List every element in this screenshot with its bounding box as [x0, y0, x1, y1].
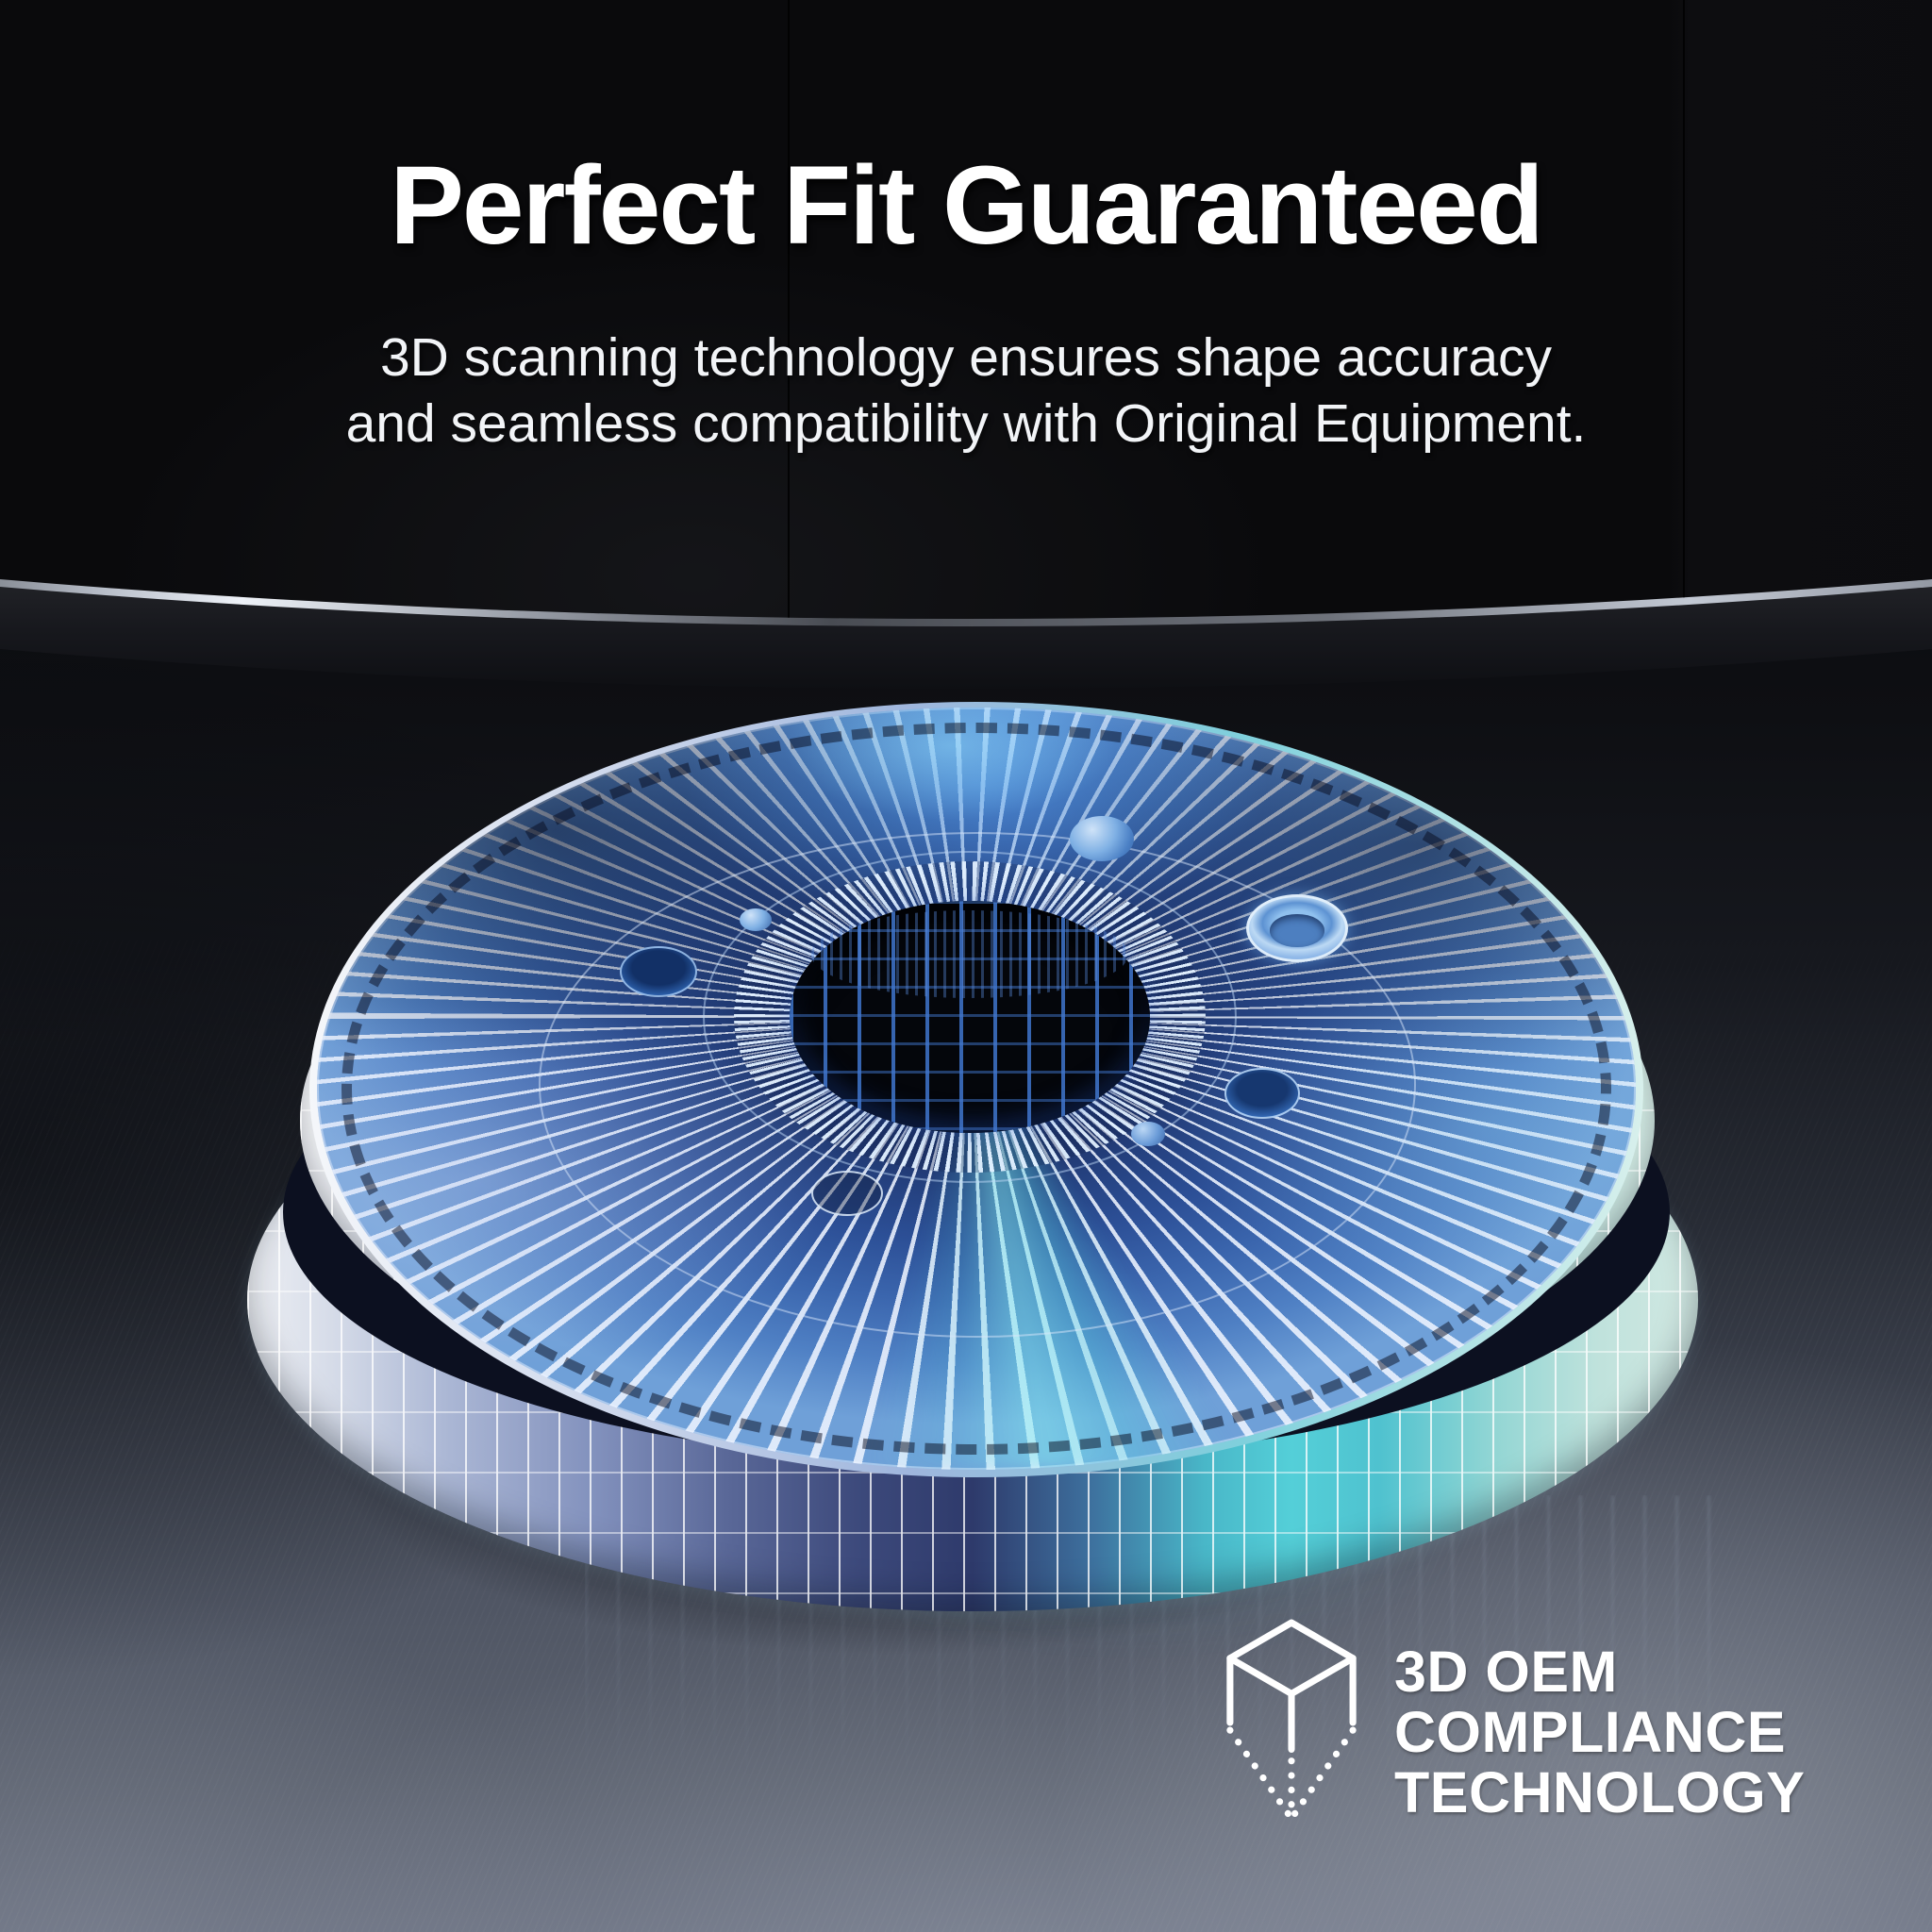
center-bore	[790, 901, 1150, 1133]
wall-panel-seam	[1683, 0, 1685, 619]
counterbore-hole	[1246, 894, 1348, 962]
subtitle-line-1: 3D scanning technology ensures shape acc…	[379, 327, 1553, 388]
bore-inner-wall	[810, 909, 1129, 999]
counterbore-inner	[1270, 914, 1324, 947]
background-wall	[0, 0, 1932, 619]
wall-panel-seam	[788, 0, 790, 619]
compliance-badge: 3D OEM COMPLIANCE TECHNOLOGY	[1217, 1613, 1877, 1849]
hub-boss	[1131, 1122, 1165, 1146]
bolt-hole	[620, 946, 697, 997]
subtitle: 3D scanning technology ensures shape acc…	[0, 325, 1932, 457]
wireframe-bolt-hole	[811, 1171, 883, 1216]
inner-ring-line	[539, 832, 1416, 1338]
bore-grid-mesh	[790, 901, 1150, 1133]
hub-ring-outline	[703, 851, 1237, 1183]
drum-top-face	[317, 708, 1636, 1470]
3d-cube-scan-icon	[1226, 1619, 1357, 1823]
rim-tick-band	[341, 723, 1611, 1455]
bolt-hole	[1224, 1068, 1300, 1119]
badge-line-1: 3D OEM	[1394, 1640, 1618, 1704]
hub-boss	[740, 908, 772, 931]
subtitle-line-2: and seamless compatibility with Original…	[345, 393, 1587, 454]
badge-line-3: TECHNOLOGY	[1394, 1760, 1806, 1824]
page-title: Perfect Fit Guaranteed	[390, 143, 1544, 268]
wall-sheen	[0, 0, 1932, 619]
badge-line-2: COMPLIANCE	[1394, 1700, 1787, 1764]
hub-boss	[1070, 816, 1134, 861]
badge-text: 3D OEM COMPLIANCE TECHNOLOGY	[1394, 1641, 1877, 1823]
